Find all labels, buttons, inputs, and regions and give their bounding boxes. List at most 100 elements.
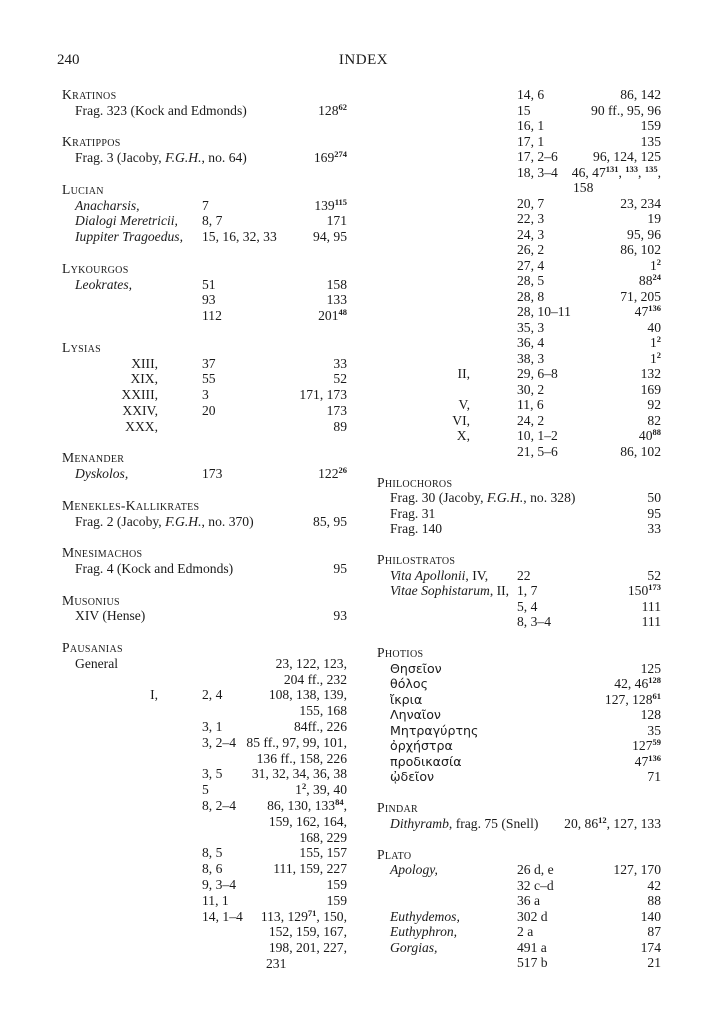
- page-references: 111: [642, 613, 661, 631]
- page-references: 86, 102: [620, 443, 661, 461]
- page-references: 173: [327, 402, 347, 420]
- passage-reference: 93: [202, 292, 216, 308]
- passage-reference: 8, 6: [202, 861, 223, 877]
- work-title: XIV (Hense): [75, 607, 145, 625]
- page-references: 132: [641, 365, 661, 383]
- passage-reference: 3, 1: [202, 719, 223, 734]
- work-title: Frag. 30 (Jacoby, F.G.H., no. 328): [390, 489, 575, 507]
- author-name: Kratinos: [62, 87, 117, 102]
- page-reference-text: 96, 124, 125: [593, 149, 661, 164]
- index-entry: XIX, 55 52: [62, 370, 349, 388]
- page-reference-text: 132: [640, 366, 661, 381]
- author-name: Lucian: [62, 181, 104, 197]
- page-references: 159, 162, 164,: [269, 813, 347, 831]
- passage-reference: 5: [202, 782, 209, 798]
- passage-reference: 30, 2: [517, 381, 545, 397]
- page-reference-text: 90 ff., 95, 96: [591, 102, 661, 118]
- page-references: 42: [647, 877, 661, 895]
- page-references: 20148: [318, 307, 347, 325]
- index-heading: Pindar: [377, 799, 663, 817]
- page-reference-text: 85, 95: [313, 513, 347, 529]
- page-references: 174: [641, 939, 661, 957]
- work-title: Vita Apollonii, IV,: [390, 567, 488, 585]
- page-reference-text: 159: [326, 892, 347, 908]
- work-title-text: Anacharsis,: [75, 197, 140, 213]
- passage-reference: 38, 3: [517, 350, 545, 366]
- page-reference-text: 140: [640, 908, 661, 924]
- work-title-text: , IV,: [465, 567, 489, 583]
- passage-reference: 18, 3–4: [517, 164, 558, 180]
- work-title-text: Dialogi Meretricii,: [75, 213, 178, 229]
- work-title: ὀρχήστρα: [390, 737, 453, 755]
- footnote-superscript: 2: [656, 256, 661, 267]
- index-entry: προδικασία 47136: [377, 753, 663, 771]
- index-entry: Iuppiter Tragoedus, 15, 16, 32, 33 94, 95: [62, 228, 349, 246]
- index-heading: Plato: [377, 846, 663, 864]
- work-title-text: Euthyphron,: [390, 924, 458, 939]
- work-title: Dialogi Meretricii,: [75, 212, 178, 230]
- index-heading: Menander: [62, 449, 349, 467]
- author-name: Photios: [377, 645, 424, 660]
- page-references: 82: [647, 412, 661, 430]
- work-title-text: Frag. 3 (Jacoby,: [75, 150, 166, 166]
- index-heading: Kratippos: [62, 133, 349, 151]
- footnote-superscript: 136: [648, 752, 661, 763]
- work-title-text: F.G.H.: [165, 513, 202, 529]
- page-reference-text: 127, 170: [613, 862, 661, 877]
- work-title: Euthydemos,: [390, 908, 460, 926]
- page-reference-text: 1: [295, 782, 302, 798]
- page-references: 231: [266, 955, 286, 973]
- passage-reference: 3: [202, 387, 209, 403]
- page-references: 71: [647, 768, 661, 786]
- index-entry: Vitae Sophistarum, II, 1, 7 150173: [377, 582, 663, 600]
- page-reference-text: 158: [326, 276, 347, 292]
- footnote-superscript: 59: [652, 737, 662, 747]
- page-references: 171: [327, 212, 347, 230]
- page-references: 85, 95: [313, 513, 347, 531]
- passage-reference: 8, 3–4: [517, 614, 551, 629]
- page-references: 88: [647, 892, 661, 910]
- passage-reference: 29, 6–8: [517, 366, 558, 381]
- passage-reference: 20, 7: [517, 195, 545, 211]
- index-entry: 30, 2 169: [377, 381, 663, 399]
- page-reference-text: 113, 129: [260, 908, 308, 924]
- work-title-text: Frag. 31: [390, 505, 436, 521]
- author-name: Lysias: [62, 339, 102, 355]
- index-entry: Θησεῖον 125: [377, 660, 663, 678]
- index-heading: Kratinos: [62, 86, 349, 104]
- index-entry: Frag. 140 33: [377, 520, 663, 538]
- page-reference-text: , 39, 40: [306, 782, 347, 798]
- index-heading: Lucian: [62, 181, 349, 199]
- index-entry: 20, 7 23, 234: [377, 195, 663, 213]
- page-references: 50: [647, 489, 661, 507]
- index-entry: Frag. 31 95: [377, 505, 663, 523]
- page-reference-text: 122: [318, 466, 339, 482]
- page-references: 133: [327, 291, 347, 309]
- page-reference-text: 201: [318, 308, 339, 324]
- index-entry: 17, 1 135: [377, 133, 663, 151]
- passage-reference: 15, 16, 32, 33: [202, 229, 277, 245]
- passage-reference: 302 d: [517, 908, 548, 924]
- index-entry: θόλος 42, 46128: [377, 675, 663, 693]
- work-title-text: , no. 328): [523, 490, 576, 505]
- page-reference-text: 40: [638, 428, 653, 443]
- index-entry: Vita Apollonii, IV, 22 52: [377, 567, 663, 585]
- index-entry: 36 a 88: [377, 892, 663, 910]
- footnote-superscript: 128: [648, 675, 661, 685]
- book-number: X,: [456, 428, 470, 443]
- page-reference-text: 47: [634, 304, 649, 319]
- passage-reference: 8, 7: [202, 213, 223, 229]
- page-references: 52: [333, 370, 347, 388]
- page-references: 12226: [318, 465, 347, 483]
- work-title-text: F.G.H.: [486, 490, 524, 505]
- passage-reference: 14, 6: [517, 87, 545, 102]
- index-entry: 93 133: [62, 291, 349, 309]
- footnote-superscript: 274: [334, 149, 347, 160]
- page-references: 152, 159, 167,: [269, 923, 347, 941]
- passage-reference: 36, 4: [517, 335, 545, 350]
- page-references: 47136: [635, 753, 661, 771]
- page-references: 12862: [318, 102, 347, 120]
- work-title: Frag. 4 (Kock and Edmonds): [75, 560, 233, 578]
- index-entry: 27, 4 12: [377, 257, 663, 275]
- page-reference-text: 128: [318, 102, 339, 118]
